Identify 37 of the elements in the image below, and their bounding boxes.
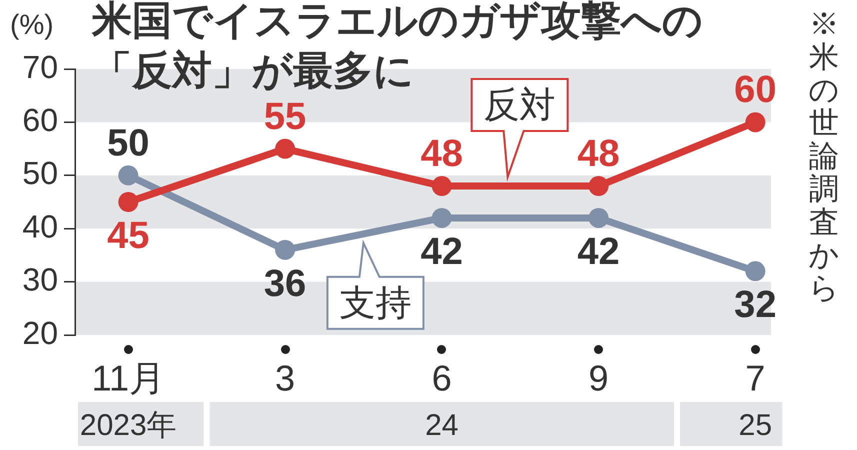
data-label: 60 xyxy=(734,69,776,112)
data-label: 45 xyxy=(107,215,150,257)
data-label: 48 xyxy=(577,133,620,176)
text: 24 xyxy=(425,409,458,442)
data-label: 42 xyxy=(420,230,463,273)
text: 25 xyxy=(738,409,772,442)
y-tick-label: 30 xyxy=(22,262,58,298)
x-tick-label: 6 xyxy=(432,358,452,399)
y-tick-label: 20 xyxy=(22,314,58,351)
y-tick-label: 60 xyxy=(22,102,58,138)
data-label: 55 xyxy=(264,96,306,138)
point xyxy=(432,208,452,228)
point xyxy=(118,165,138,186)
point xyxy=(588,176,609,196)
x-tick-label: 9 xyxy=(588,358,609,399)
point xyxy=(745,112,766,132)
point xyxy=(118,192,138,212)
point xyxy=(745,261,766,282)
series-label: 支持 xyxy=(339,282,412,323)
x-tick-label: 11月 xyxy=(92,358,165,399)
data-label: 36 xyxy=(264,262,306,305)
data-label: 50 xyxy=(107,122,150,164)
data-label: 42 xyxy=(577,230,620,273)
point xyxy=(275,240,296,260)
y-tick-label: 70 xyxy=(22,48,58,85)
point xyxy=(588,208,609,228)
y-tick-label: 40 xyxy=(22,208,58,244)
text: ※米の世論調査から xyxy=(808,7,840,306)
y-tick-label: 50 xyxy=(22,155,58,192)
text: 2023年 xyxy=(80,409,177,442)
data-label: 32 xyxy=(734,284,776,326)
data-label: 48 xyxy=(420,133,463,176)
x-tick-label: 7 xyxy=(745,358,766,399)
x-tick-label: 3 xyxy=(275,358,296,399)
y-axis-title: (%) xyxy=(10,9,54,40)
point xyxy=(275,138,296,159)
point xyxy=(432,176,452,196)
